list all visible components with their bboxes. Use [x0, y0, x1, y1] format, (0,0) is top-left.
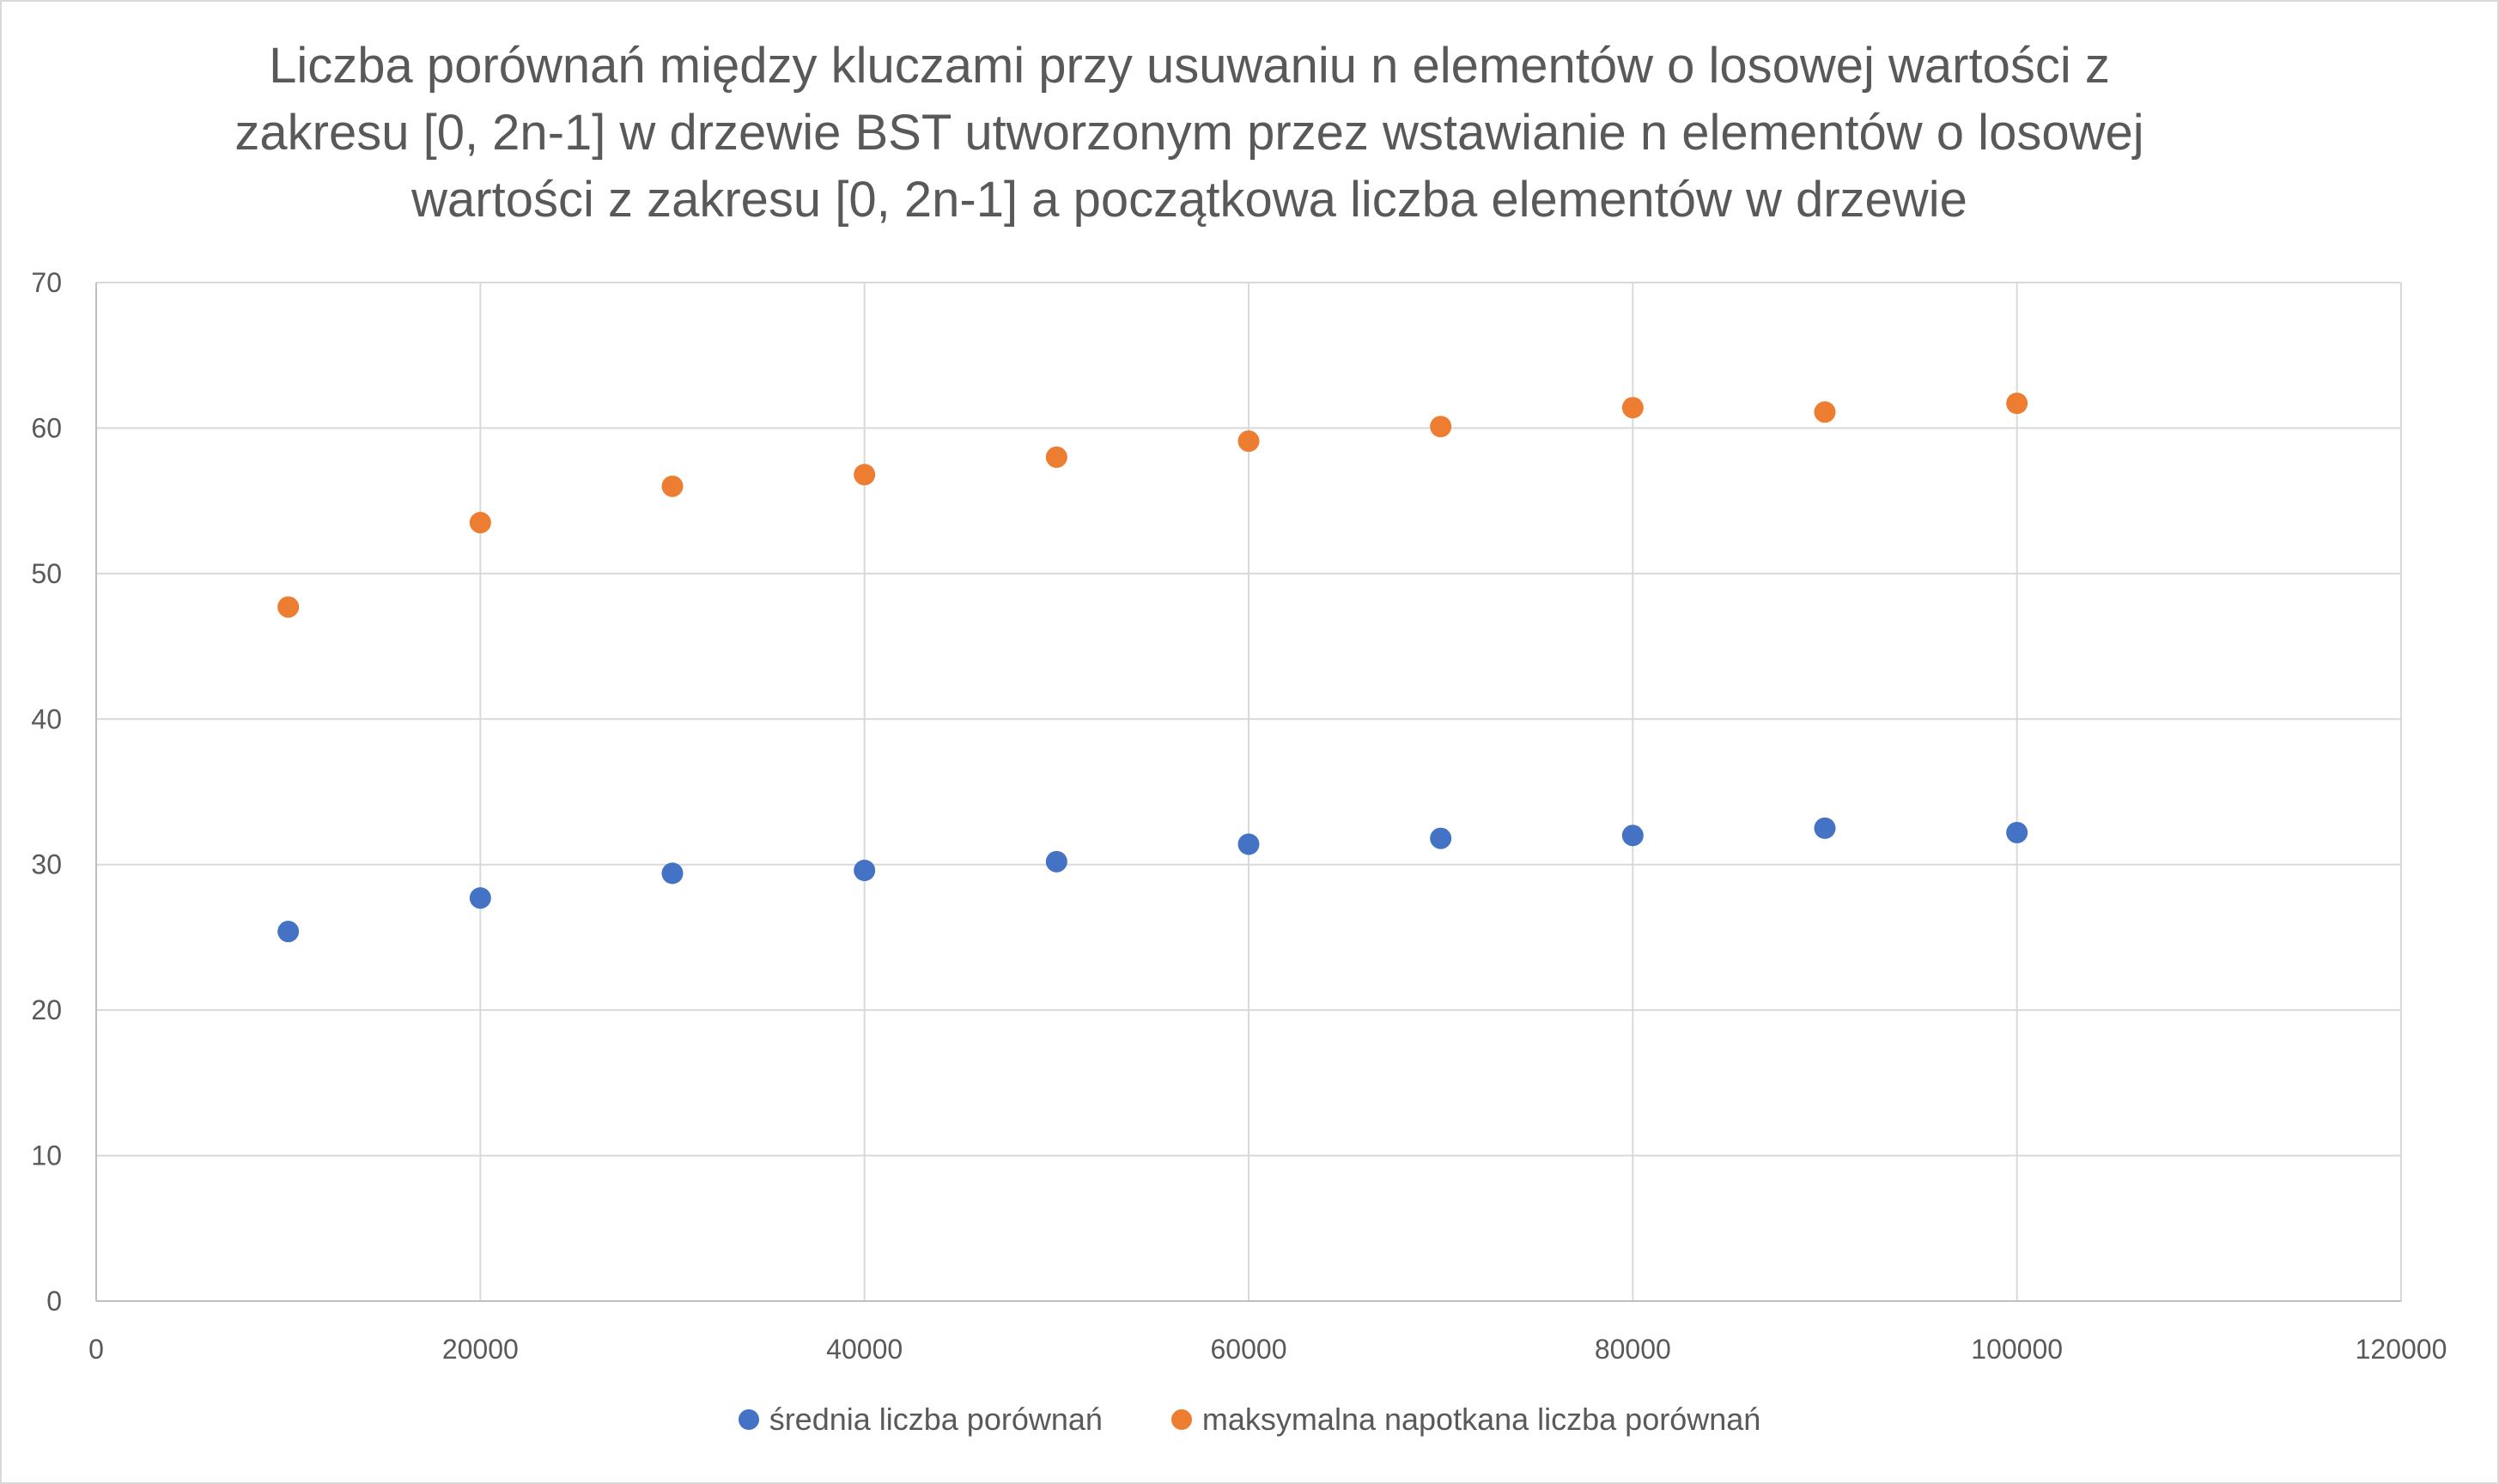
legend-entry-average: średnia liczba porównań — [738, 1402, 1103, 1438]
legend-entry-maximum: maksymalna napotkana liczba porównań — [1170, 1402, 1761, 1438]
legend-label-average: średnia liczba porównań — [769, 1402, 1103, 1437]
data-points — [277, 392, 2028, 943]
maximum-point — [1045, 446, 1067, 468]
maximum-point — [1814, 401, 1836, 423]
maximum-point — [854, 464, 876, 486]
average-point — [1621, 824, 1644, 847]
maximum-point — [1621, 397, 1644, 419]
axes — [95, 283, 2401, 1302]
average-point — [469, 887, 491, 909]
average-point — [661, 862, 684, 885]
grid-lines — [96, 282, 2402, 1301]
x-tick-label: 20000 — [442, 1334, 519, 1365]
legend-marker-average — [738, 1409, 759, 1430]
x-tick-label: 80000 — [1595, 1334, 1671, 1365]
y-tick-label: 50 — [31, 558, 62, 589]
x-tick-label: 60000 — [1211, 1334, 1287, 1365]
x-tick-label: 0 — [88, 1334, 104, 1365]
y-tick-label: 10 — [31, 1140, 62, 1171]
chart-title: Liczba porównań między kluczami przy usu… — [234, 38, 2144, 228]
y-tick-label: 40 — [31, 703, 62, 734]
maximum-point — [277, 596, 300, 618]
average-point — [1814, 817, 1836, 839]
tick-labels: 0 10 20 30 40 50 60 70 0 20000 40000 60000 80000 1000… — [31, 267, 2447, 1365]
maximum-point — [1430, 416, 1452, 438]
legend-marker-maximum — [1170, 1409, 1192, 1430]
y-tick-label: 0 — [46, 1286, 62, 1317]
y-tick-label: 60 — [31, 412, 62, 443]
maximum-point — [2006, 392, 2028, 415]
x-tick-label: 100000 — [1971, 1334, 2063, 1365]
average-point — [1045, 850, 1067, 873]
legend-label-maximum: maksymalna napotkana liczba porównań — [1201, 1402, 1761, 1437]
average-point — [2006, 821, 2028, 843]
y-tick-label: 20 — [31, 994, 62, 1025]
average-point — [1430, 827, 1452, 849]
x-tick-label: 40000 — [826, 1334, 903, 1365]
average-point — [854, 859, 876, 881]
average-point — [277, 921, 300, 943]
y-tick-label: 30 — [31, 849, 62, 880]
average-point — [1237, 833, 1260, 855]
legend: średnia liczba porównań maksymalna napot… — [0, 1402, 2499, 1438]
maximum-point — [1237, 430, 1260, 453]
maximum-point — [469, 512, 491, 534]
x-tick-label: 120000 — [2356, 1334, 2447, 1365]
maximum-point — [661, 475, 684, 497]
y-tick-label: 70 — [31, 267, 62, 298]
